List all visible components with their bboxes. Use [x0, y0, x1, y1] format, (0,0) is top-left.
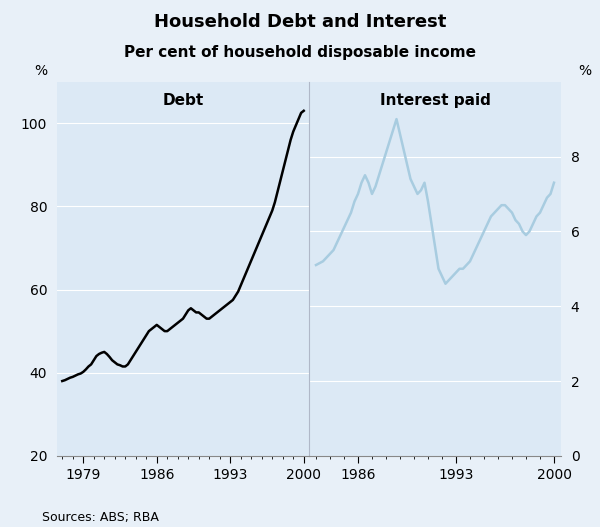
Text: Household Debt and Interest: Household Debt and Interest: [154, 13, 446, 31]
Text: %: %: [34, 64, 47, 78]
Text: Per cent of household disposable income: Per cent of household disposable income: [124, 45, 476, 60]
Text: %: %: [578, 64, 592, 78]
Text: Sources: ABS; RBA: Sources: ABS; RBA: [42, 511, 159, 524]
Text: Interest paid: Interest paid: [380, 93, 490, 108]
Text: Debt: Debt: [163, 93, 203, 108]
